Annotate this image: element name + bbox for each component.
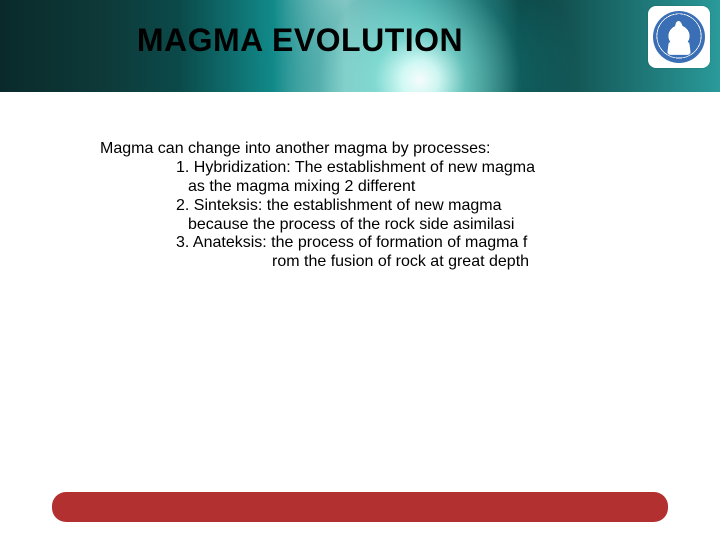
list-item: because the process of the rock side asi… [100,216,660,235]
logo-book-icon [667,42,691,55]
logo-badge [648,6,710,68]
content-block: Magma can change into another magma by p… [100,140,660,272]
logo-flame-icon [674,21,683,38]
slide: MAGMA EVOLUTION Magma can change into an… [0,0,720,540]
title-container: MAGMA EVOLUTION [90,10,510,70]
intro-text: Magma can change into another magma by p… [100,140,660,159]
education-logo-icon [653,11,705,63]
list-item: 3. Anateksis: the process of formation o… [100,234,660,253]
list-item: rom the fusion of rock at great depth [100,253,660,272]
list-item: 1. Hybridization: The establishment of n… [100,159,660,178]
footer-band [52,492,668,522]
list-item: 2. Sinteksis: the establishment of new m… [100,197,660,216]
list-item: as the magma mixing 2 different [100,178,660,197]
slide-title: MAGMA EVOLUTION [137,22,463,59]
